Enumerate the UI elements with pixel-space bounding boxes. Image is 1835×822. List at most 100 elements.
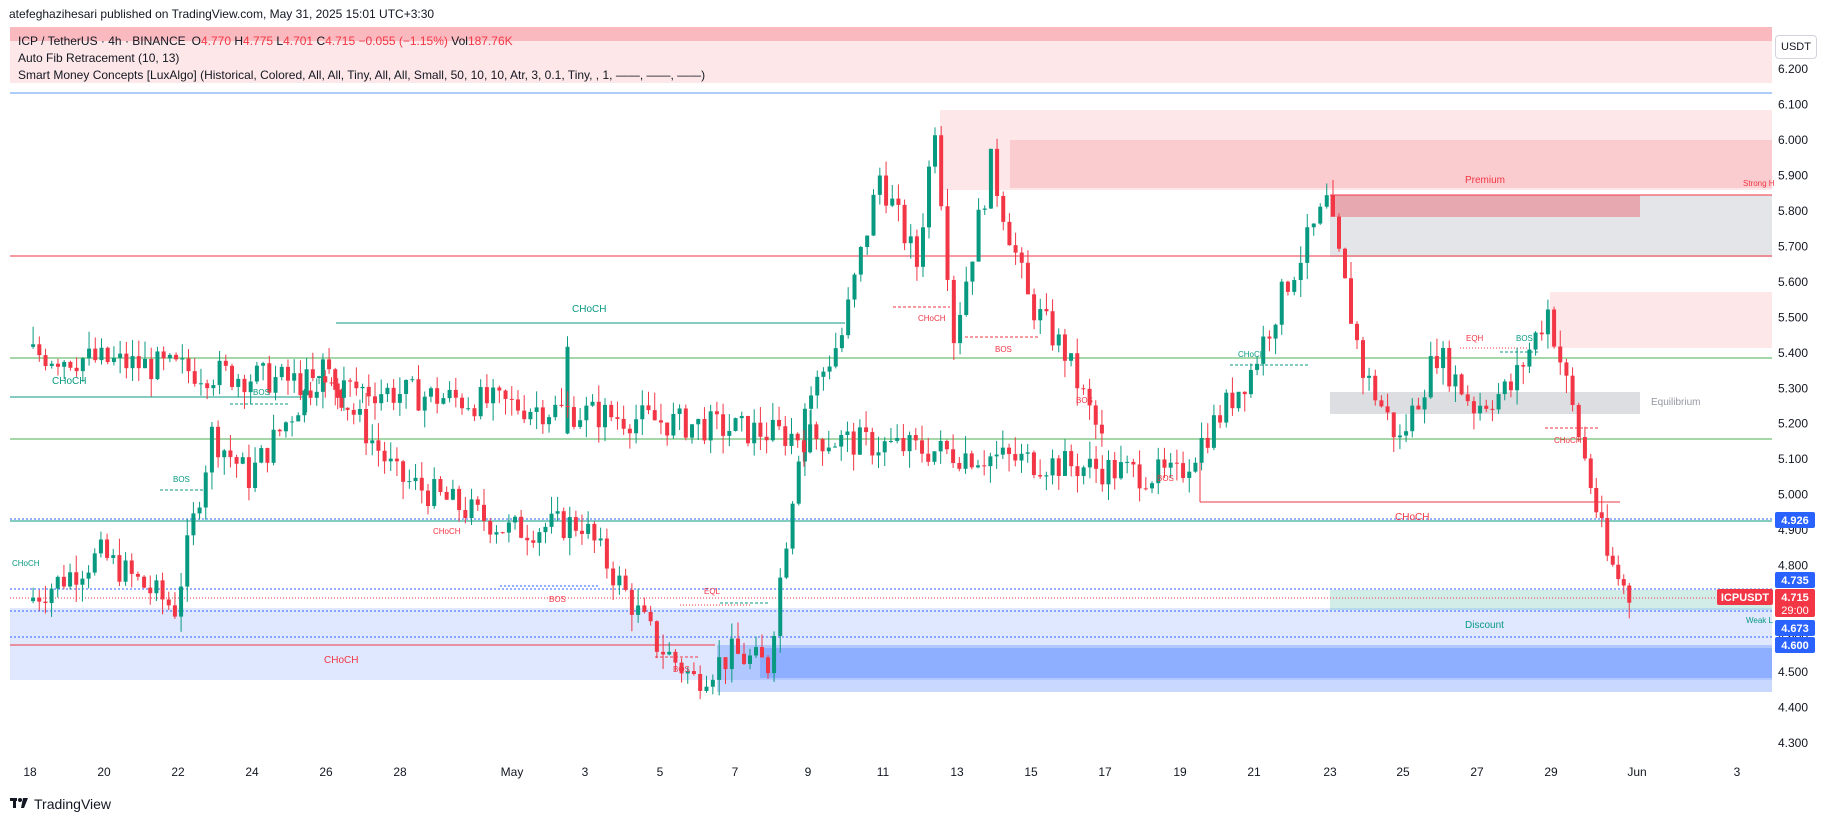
candle-body <box>31 597 36 602</box>
tradingview-logo[interactable]: TradingView <box>10 796 111 812</box>
candle-body <box>739 416 744 419</box>
indicator-smc[interactable]: Smart Money Concepts [LuxAlgo] (Historic… <box>18 68 706 82</box>
candle-body <box>198 383 203 385</box>
candle-body <box>821 371 826 377</box>
symbol-ohlc-row[interactable]: ICP / TetherUS · 4h · BINANCE O4.770 H4.… <box>18 33 705 50</box>
candle-body <box>708 411 713 441</box>
candle-body <box>547 417 552 425</box>
candle-body <box>304 369 309 396</box>
volume-value: 187.76K <box>467 34 513 48</box>
candle-body <box>796 461 801 504</box>
candle-body <box>203 472 208 508</box>
candle-body <box>246 457 251 488</box>
bos-label: BOS <box>1157 474 1174 483</box>
candle-body <box>696 419 701 425</box>
candle-body <box>80 358 85 372</box>
candle-body <box>951 449 956 463</box>
indicator-fib[interactable]: Auto Fib Retracement (10, 13) <box>18 51 180 65</box>
candle-body <box>1373 375 1378 401</box>
candle-body <box>222 450 227 458</box>
candle-body <box>623 575 628 590</box>
candle-body <box>432 479 437 507</box>
candle-body <box>567 517 572 539</box>
candle-body <box>242 378 247 393</box>
candle-body <box>223 360 228 366</box>
candle-body <box>1478 405 1483 414</box>
candle-body <box>723 657 728 670</box>
candle-body <box>1001 195 1006 222</box>
candle-body <box>354 381 359 389</box>
candle-body <box>1087 388 1092 406</box>
candle-body <box>1007 447 1012 455</box>
candle-body <box>1099 424 1104 434</box>
candle-body <box>161 351 166 359</box>
candle-body <box>43 601 48 604</box>
symbol-title[interactable]: ICP / TetherUS · 4h · BINANCE <box>18 34 186 48</box>
choch-label-small: CHoCH <box>433 527 461 536</box>
candle-body <box>197 507 202 514</box>
candle-body <box>1292 280 1297 292</box>
candle-body <box>1515 365 1520 391</box>
candle-body <box>801 440 806 453</box>
candle-body <box>579 530 584 534</box>
time-tick-label: 20 <box>97 765 111 779</box>
candle-body <box>385 387 390 395</box>
candle-body <box>1069 353 1074 361</box>
candle-body <box>105 539 110 558</box>
candle-body <box>329 382 334 384</box>
candle-body <box>1621 579 1626 586</box>
candle-body <box>611 568 616 586</box>
time-tick-label: 11 <box>877 765 890 779</box>
candle-body <box>932 451 937 462</box>
candle-body <box>789 433 794 446</box>
candle-body <box>1594 488 1599 513</box>
candle-body <box>279 366 284 378</box>
candle-body <box>118 353 123 358</box>
candle-body <box>665 422 670 436</box>
candle-body <box>1236 391 1241 409</box>
candle-body <box>234 457 239 464</box>
candle-body <box>254 365 259 382</box>
candle-body <box>99 347 104 361</box>
candle-body <box>1156 459 1161 484</box>
candle-body <box>1404 431 1409 436</box>
candle-body <box>1616 564 1621 580</box>
candle-body <box>802 408 807 462</box>
candle-body <box>1311 223 1316 228</box>
candle-body <box>460 397 465 409</box>
candle-body <box>598 538 603 541</box>
candle-body <box>435 388 440 404</box>
candle-body <box>537 532 542 543</box>
candle-body <box>308 390 313 398</box>
candle-body <box>87 348 92 359</box>
candle-body <box>553 404 558 418</box>
eqh-label: EQH <box>1466 334 1484 343</box>
candle-body <box>754 647 758 656</box>
candle-body <box>543 526 548 533</box>
candle-body <box>827 366 832 372</box>
candle-body <box>1305 227 1310 263</box>
candle-body <box>351 409 356 415</box>
candle-body <box>366 386 371 397</box>
candle-body <box>698 674 703 691</box>
candle-body <box>68 361 73 368</box>
candle-body <box>1199 437 1204 463</box>
candle-body <box>636 605 641 615</box>
candle-body <box>209 426 214 473</box>
candle-body <box>93 348 98 361</box>
candle-body <box>592 523 597 541</box>
candle-body <box>519 516 524 538</box>
time-tick-label: 9 <box>805 765 812 779</box>
candle-body <box>419 477 424 491</box>
candle-body <box>413 477 418 482</box>
candle-body <box>901 438 906 452</box>
time-axis[interactable]: 18 20 22 24 26 28 May 3 5 7 9 11 13 15 17 19 21 23 25 27 29 J… <box>23 765 1740 779</box>
candle-body <box>976 209 981 262</box>
candle-body <box>1318 206 1323 224</box>
candle-body <box>302 390 307 416</box>
candle-body <box>913 435 918 441</box>
candle-body <box>760 647 764 658</box>
currency-button[interactable]: USDT <box>1775 35 1817 59</box>
candle-body <box>1162 459 1167 468</box>
